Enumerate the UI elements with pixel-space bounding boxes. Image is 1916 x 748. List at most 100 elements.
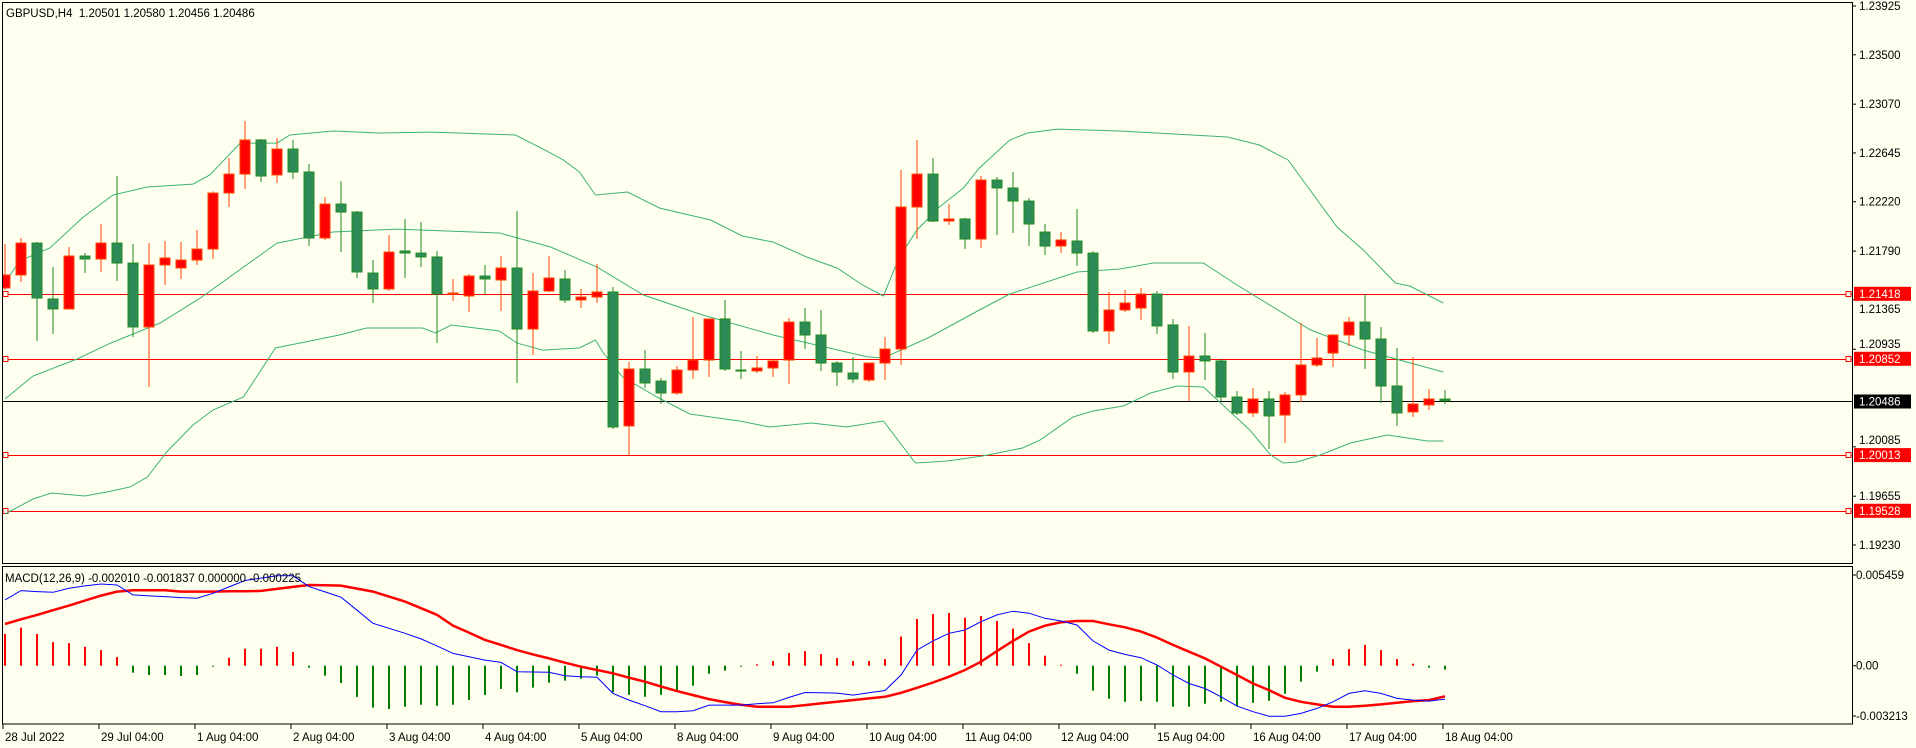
candle-bullish [1295, 322, 1307, 402]
macd-histogram-bar [1380, 650, 1382, 666]
level-handle-left[interactable] [3, 356, 9, 362]
candle-bullish [143, 243, 155, 388]
macd-histogram-bar [836, 658, 838, 666]
time-label: 28 Jul 2022 [5, 732, 64, 744]
macd-histogram-bar [820, 654, 822, 666]
candle-bearish [255, 139, 267, 182]
candle-body [175, 259, 187, 269]
candle-body [607, 291, 619, 428]
candle-body [479, 275, 491, 280]
macd-axis: 0.005459 0.00 -0.003213 [1852, 570, 1908, 723]
macd-histogram-bar [580, 665, 582, 679]
time-label: 11 Aug 04:00 [965, 732, 1032, 744]
current-price-badge [1854, 394, 1911, 409]
candle-body [879, 348, 891, 364]
candlesticks [3, 121, 1451, 455]
price-axis[interactable]: 1.23925 1.23500 1.23070 1.22645 1.22220 1.217… [1852, 1, 1911, 552]
macd-histogram-bar [1156, 665, 1158, 702]
macd-histogram-bar [436, 665, 438, 706]
candle-bearish [431, 250, 443, 344]
candle-body [95, 242, 107, 260]
level-handle-right[interactable] [1845, 291, 1852, 297]
level-price-label: 1.19528 [1859, 506, 1901, 518]
candle-body [687, 359, 699, 371]
time-label: 3 Aug 04:00 [389, 732, 450, 744]
current-price-label: 1.20486 [1859, 397, 1901, 409]
candle-bearish [959, 217, 971, 250]
level-price-badge[interactable] [1854, 503, 1911, 518]
macd-histogram-bar [1396, 659, 1398, 666]
macd-label: MACD(12,26,9) -0.002010 -0.001837 0.0000… [5, 573, 301, 585]
candle-body [287, 148, 299, 173]
candle-bullish [239, 121, 251, 189]
candle-bullish [95, 224, 107, 272]
macd-histogram-bar [1140, 665, 1142, 702]
candle-body [639, 368, 651, 384]
chart-title: GBPUSD,H4 1.20501 1.20580 1.20456 1.2048… [6, 8, 255, 20]
candle-body [671, 369, 683, 394]
macd-histogram-bar [548, 665, 550, 683]
macd-histogram-bar [100, 650, 102, 666]
candle-body [847, 372, 859, 380]
candle-body [159, 257, 171, 266]
macd-histogram-bar [260, 648, 262, 666]
candle-body [191, 248, 203, 261]
macd-histogram-bar [68, 643, 70, 666]
macd-histogram-bar [1124, 665, 1126, 702]
candle-bearish [639, 350, 651, 388]
macd-tick-label: 0.00 [1856, 661, 1878, 673]
candle-bearish [927, 157, 939, 223]
candle-bearish [1439, 390, 1451, 405]
candle-body [1247, 398, 1259, 414]
candle-body [495, 267, 507, 281]
candle-bearish [1007, 172, 1019, 233]
macd-histogram-bar [1076, 665, 1078, 674]
level-handle-left[interactable] [3, 291, 9, 297]
macd-histogram-bar [1236, 665, 1238, 707]
time-axis[interactable]: 28 Jul 2022 29 Jul 04:00 1 Aug 04:00 2 Aug … [2, 724, 1513, 744]
candle-bearish [1231, 391, 1243, 416]
level-price-badge[interactable] [1854, 351, 1911, 366]
macd-histogram-bar [36, 633, 38, 666]
candle-body [447, 292, 459, 295]
candle-body [1327, 334, 1339, 354]
candle-body [255, 139, 267, 177]
candle-bullish [751, 356, 763, 374]
macd-lines [4, 575, 1446, 717]
macd-histogram-bar [308, 665, 310, 668]
bollinger-upper-band [4, 128, 1444, 304]
candle-body [1167, 324, 1179, 373]
candle-bearish [399, 218, 411, 278]
candle-body [335, 203, 347, 213]
candle-body [1343, 321, 1355, 336]
price-tick-label: 1.23500 [1859, 50, 1901, 62]
candle-body [1215, 360, 1227, 398]
macd-histogram-bar [452, 665, 454, 705]
level-handle-left[interactable] [3, 452, 9, 458]
macd-histogram-bar [756, 664, 758, 666]
candle-body [1183, 355, 1195, 373]
macd-histogram [4, 613, 1446, 710]
level-handle-right[interactable] [1845, 452, 1852, 458]
candle-bullish [623, 361, 635, 455]
macd-pane[interactable]: MACD(12,26,9) -0.002010 -0.001837 0.0000… [2, 566, 1853, 725]
time-label: 10 Aug 04:00 [869, 732, 937, 744]
level-price-badge[interactable] [1854, 448, 1911, 463]
candle-body [895, 206, 907, 350]
candle-bullish [1183, 325, 1195, 402]
candle-body [383, 251, 395, 290]
candle-body [575, 296, 587, 301]
candle-bearish [655, 377, 667, 405]
candle-bearish [1375, 326, 1387, 403]
macd-histogram-bar [1204, 665, 1206, 704]
price-tick-label: 1.19655 [1859, 491, 1901, 503]
macd-histogram-bar [740, 665, 742, 667]
candle-body [1151, 293, 1163, 327]
level-price-badge[interactable] [1854, 286, 1911, 301]
price-pane[interactable]: GBPUSD,H4 1.20501 1.20580 1.20456 1.2048… [0, 2, 1853, 564]
macd-histogram-bar [196, 665, 198, 676]
candle-bearish [1151, 291, 1163, 334]
level-handle-right[interactable] [1845, 508, 1852, 514]
level-handle-right[interactable] [1845, 356, 1852, 362]
